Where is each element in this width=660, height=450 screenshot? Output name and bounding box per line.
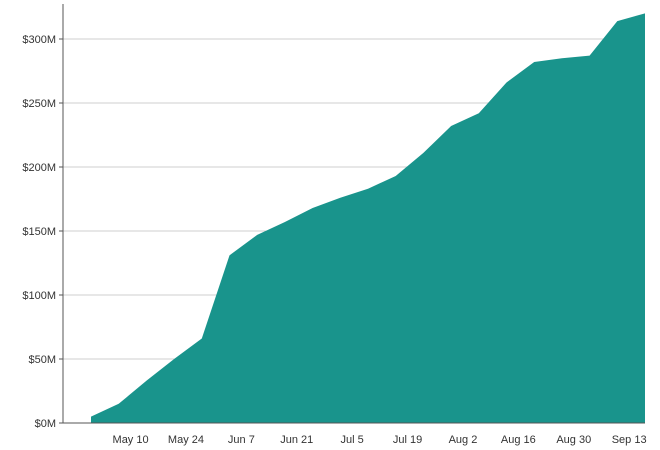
- x-tick-label: Aug 16: [501, 434, 536, 446]
- x-tick-label: Jun 7: [228, 434, 255, 446]
- y-tick-label: $50M: [28, 354, 56, 366]
- x-tick-label: Sep 13: [612, 434, 647, 446]
- y-tick-label: $300M: [22, 34, 56, 46]
- x-tick-label: May 10: [113, 434, 149, 446]
- y-tick-label: $0M: [35, 418, 56, 430]
- area-fill: [91, 13, 645, 424]
- x-tick-labels: May 10 May 24 Jun 7 Jun 21 Jul 5 Jul 19 Aug 2 A…: [113, 434, 647, 446]
- y-tick-labels: $0M $50M $100M $150M $200M $250M $300M: [22, 34, 63, 430]
- x-tick-label: Jul 5: [341, 434, 364, 446]
- x-tick-label: May 24: [168, 434, 204, 446]
- x-tick-label: Aug 2: [449, 434, 478, 446]
- x-tick-label: Jul 19: [393, 434, 422, 446]
- area-series: [91, 13, 645, 424]
- y-tick-label: $100M: [22, 290, 56, 302]
- x-tick-label: Jun 21: [280, 434, 313, 446]
- x-tick-label: Aug 30: [556, 434, 591, 446]
- y-tick-label: $200M: [22, 162, 56, 174]
- axes: [62, 4, 645, 424]
- y-tick-label: $250M: [22, 98, 56, 110]
- y-tick-label: $150M: [22, 226, 56, 238]
